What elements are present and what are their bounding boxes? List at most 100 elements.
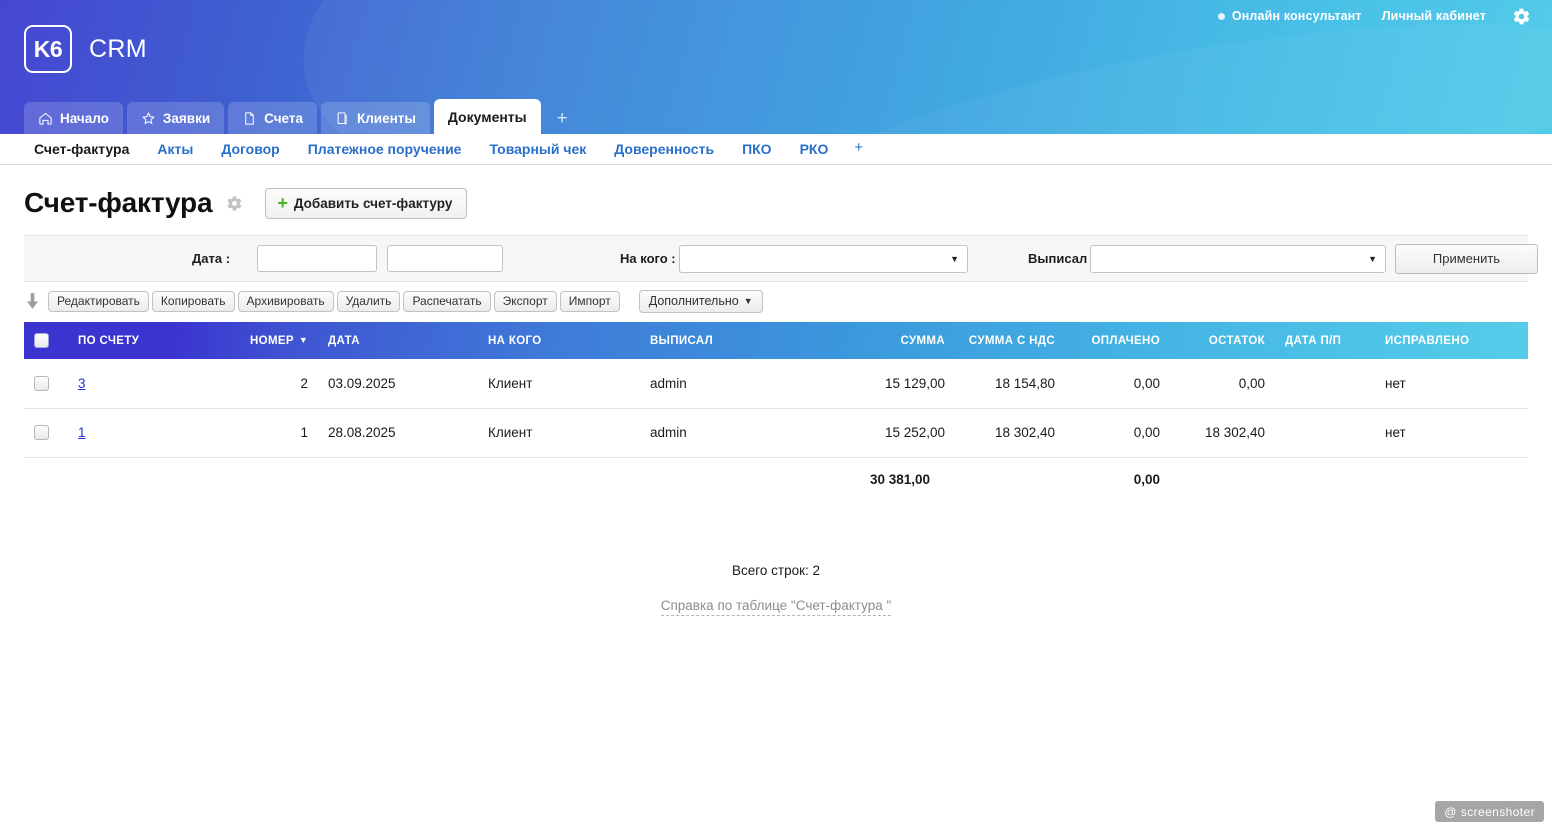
- table-row[interactable]: 1 1 28.08.2025 Клиент admin 15 252,00 18…: [24, 408, 1528, 458]
- plus-icon: +: [277, 193, 288, 213]
- totals-spacer: [640, 457, 845, 501]
- online-consultant-link[interactable]: Онлайн консультант: [1208, 5, 1372, 27]
- select-all-checkbox[interactable]: [34, 333, 49, 348]
- main-tab-nachalo[interactable]: Начало: [24, 102, 123, 134]
- recipient-filter-select[interactable]: ▼: [679, 244, 968, 273]
- gear-icon[interactable]: [1510, 5, 1532, 27]
- edit-button[interactable]: Редактировать: [48, 290, 149, 312]
- account-link[interactable]: 3: [78, 375, 86, 391]
- rows-total-label: Всего строк: 2: [731, 563, 820, 578]
- column-header-number-label: НОМЕР: [250, 334, 294, 347]
- import-button[interactable]: Импорт: [559, 290, 620, 312]
- column-header-sum[interactable]: СУММА: [900, 334, 945, 347]
- add-subtab-button[interactable]: +: [854, 139, 864, 156]
- cell-number: 1: [240, 408, 318, 458]
- issuer-filter-label: Выписал :: [1028, 251, 1096, 266]
- chevron-down-icon: ▼: [1368, 253, 1377, 264]
- cell-paid: 0,00: [1065, 408, 1170, 458]
- cell-sum-vat: 18 154,80: [955, 359, 1065, 409]
- column-header-paid[interactable]: ОПЛАЧЕНО: [1091, 334, 1160, 347]
- subtab-rko[interactable]: РКО: [799, 141, 829, 157]
- cell-recipient: Клиент: [478, 359, 640, 409]
- column-header-date[interactable]: ДАТА: [328, 334, 360, 347]
- delete-button[interactable]: Удалить: [336, 290, 401, 312]
- export-button[interactable]: Экспорт: [493, 290, 557, 312]
- table-help-link[interactable]: Справка по таблице "Счет-фактура ": [0, 598, 1552, 616]
- cell-fixed: нет: [1375, 359, 1528, 409]
- brand-logo: K6: [24, 25, 72, 73]
- row-select-cell: [24, 359, 68, 409]
- column-header-recipient[interactable]: НА КОГО: [488, 334, 542, 347]
- page-header: Счет-фактура + Добавить счет-фактуру: [0, 165, 1552, 221]
- download-arrow-icon[interactable]: [24, 291, 40, 311]
- gear-icon[interactable]: [225, 194, 243, 212]
- totals-paid: 0,00: [1133, 471, 1160, 487]
- column-header-account[interactable]: ПО СЧЕТУ: [78, 334, 140, 347]
- totals-spacer: [24, 457, 68, 501]
- date-to-input[interactable]: [387, 245, 503, 272]
- brand-name: CRM: [89, 34, 147, 63]
- issuer-filter-select[interactable]: ▼: [1090, 244, 1386, 273]
- subtab-platezhnoe-poruchenie[interactable]: Платежное поручение: [307, 141, 462, 157]
- table-row[interactable]: 3 2 03.09.2025 Клиент admin 15 129,00 18…: [24, 359, 1528, 409]
- cell-account: 3: [68, 359, 240, 409]
- main-tab-zayavki[interactable]: Заявки: [126, 102, 225, 134]
- personal-account-link[interactable]: Личный кабинет: [1372, 5, 1496, 27]
- cell-pp-date: [1275, 359, 1375, 409]
- totals-spacer: [318, 457, 478, 501]
- subtab-pko[interactable]: ПКО: [742, 141, 772, 157]
- cell-sum: 15 252,00: [845, 408, 955, 458]
- copy-button[interactable]: Копировать: [151, 290, 235, 312]
- archive-button[interactable]: Архивировать: [237, 290, 334, 312]
- brand[interactable]: K6 CRM: [24, 25, 147, 73]
- copy-icon: [335, 111, 350, 126]
- more-actions-button[interactable]: Дополнительно ▼: [638, 289, 763, 313]
- cell-rest: 18 302,40: [1170, 408, 1275, 458]
- subtab-dogovor[interactable]: Договор: [221, 141, 280, 157]
- cell-number: 2: [240, 359, 318, 409]
- subtab-akty[interactable]: Акты: [157, 141, 194, 157]
- column-header-sum-vat[interactable]: СУММА С НДС: [968, 334, 1055, 347]
- screenshoter-watermark: @ screenshoter: [1435, 801, 1544, 822]
- column-header-rest[interactable]: ОСТАТОК: [1208, 334, 1265, 347]
- watermark-label: screenshoter: [1460, 804, 1535, 819]
- column-header-number[interactable]: НОМЕР ▼: [240, 322, 318, 359]
- main-tab-klienty[interactable]: Клиенты: [320, 102, 430, 134]
- invoice-table-header-row: ПО СЧЕТУ НОМЕР ▼ ДАТА НА КОГО ВЫПИСАЛ СУМ…: [24, 322, 1528, 359]
- main-tab-label: Документы: [447, 108, 527, 125]
- column-header-issuer[interactable]: ВЫПИСАЛ: [650, 334, 714, 347]
- totals-sum: 30 381,00: [869, 471, 930, 487]
- column-header-fixed[interactable]: ИСПРАВЛЕНО: [1385, 334, 1470, 347]
- invoice-table-body: 3 2 03.09.2025 Клиент admin 15 129,00 18…: [24, 359, 1528, 501]
- chevron-down-icon: ▼: [743, 296, 753, 306]
- recipient-filter-label: На кого :: [620, 251, 676, 266]
- apply-filters-button[interactable]: Применить: [1395, 243, 1538, 274]
- add-main-tab-button[interactable]: +: [556, 108, 568, 129]
- subtab-schet-faktura[interactable]: Счет-фактура: [24, 141, 140, 164]
- document-icon: [242, 111, 257, 126]
- main-tab-dokumenty[interactable]: Документы: [433, 99, 541, 134]
- account-link[interactable]: 1: [78, 425, 86, 440]
- totals-spacer: [1275, 457, 1375, 501]
- main-tab-scheta[interactable]: Счета: [228, 102, 317, 134]
- cell-sum-vat: 18 302,40: [955, 408, 1065, 458]
- add-invoice-button[interactable]: + Добавить счет-фактуру: [265, 187, 468, 219]
- column-header-pp-date[interactable]: ДАТА П/П: [1285, 334, 1342, 347]
- totals-spacer: [1375, 457, 1528, 501]
- row-checkbox[interactable]: [34, 376, 49, 392]
- totals-spacer: [68, 457, 240, 501]
- subtab-doverennost[interactable]: Доверенность: [614, 141, 715, 157]
- invoice-table: ПО СЧЕТУ НОМЕР ▼ ДАТА НА КОГО ВЫПИСАЛ СУМ…: [24, 322, 1528, 501]
- subtab-tovarnyy-chek[interactable]: Товарный чек: [489, 141, 587, 157]
- home-icon: [38, 111, 53, 126]
- cell-recipient: Клиент: [478, 408, 640, 458]
- date-from-input[interactable]: [257, 245, 377, 272]
- totals-spacer: [240, 457, 318, 501]
- more-actions-label: Дополнительно: [648, 294, 739, 308]
- sort-descending-icon: ▼: [298, 334, 309, 345]
- cell-date: 03.09.2025: [318, 359, 478, 409]
- row-select-cell: [24, 408, 68, 458]
- print-button[interactable]: Распечатать: [403, 290, 491, 312]
- invoice-table-head: ПО СЧЕТУ НОМЕР ▼ ДАТА НА КОГО ВЫПИСАЛ СУМ…: [24, 322, 1528, 359]
- row-checkbox[interactable]: [34, 425, 49, 441]
